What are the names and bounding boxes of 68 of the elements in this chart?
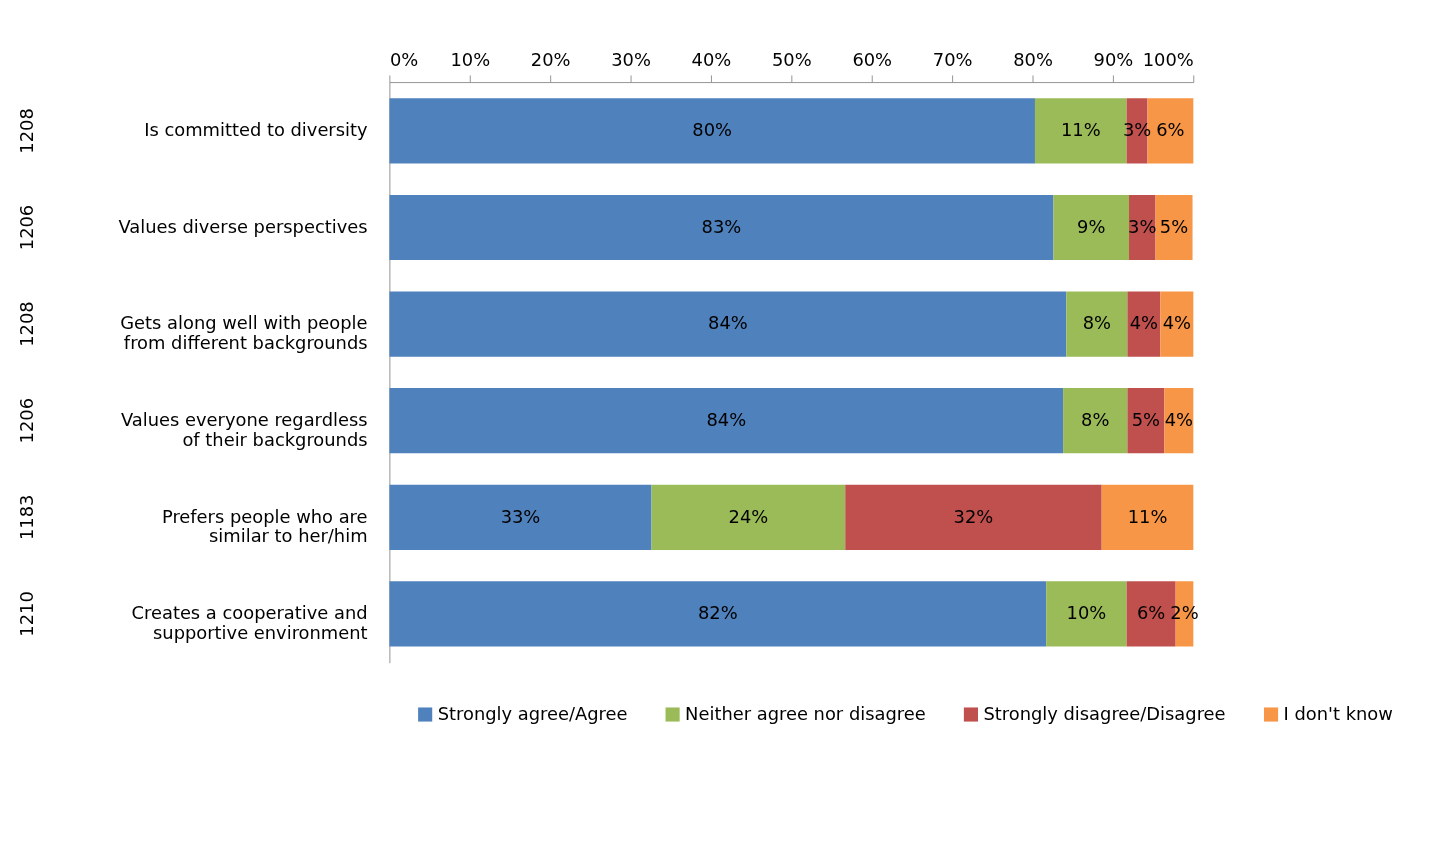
x-tick-label: 40% [691,49,732,71]
data-label: 82% [697,602,738,624]
x-tick-label: 10% [450,49,491,71]
y-tick-label: Values diverse perspectives [118,215,368,237]
text: 1206 [16,204,38,251]
data-label: 8% [1081,409,1110,431]
bar [389,98,1035,164]
bar [1155,194,1193,261]
legend-label: I don't know [1283,702,1393,724]
bar [389,388,1064,454]
x-tick-label: 100% [1142,49,1194,71]
data-label: 10% [1066,602,1107,624]
x-tick-label: 50% [771,49,812,71]
data-label: 6% [1136,602,1166,624]
bar [1127,388,1165,454]
data-label: 83% [701,215,742,237]
bar [389,484,652,550]
y-tick-label: Is committed to diversity [144,119,368,141]
data-label: 4% [1164,409,1194,431]
data-label: 11% [1127,505,1168,527]
y-tick-label: Gets along well with people from different backgrounds [120,312,368,354]
data-label: 11% [1060,119,1101,141]
x-tick-label: 60% [852,49,893,71]
bar [651,484,846,550]
bar [1129,194,1156,261]
bar [1063,388,1128,454]
data-label: 80% [692,119,733,141]
text: 1206 [16,397,38,444]
bar [1101,484,1194,550]
bar [1127,291,1161,357]
x-tick-label: 20% [530,49,571,71]
x-tick-label: 30% [611,49,651,71]
data-label: 4% [1162,312,1192,334]
bar [389,194,1054,261]
bar [389,581,1047,647]
y-tick-label: Creates a cooperative and supportive environment [131,602,368,643]
y-tick-label: Prefers people who are similar to her/him [161,505,368,547]
data-label: 3% [1128,215,1157,237]
x-tick-label: 80% [1013,49,1053,71]
text: 1210 [16,591,38,637]
x-tick-label: 0% [389,49,419,71]
y-tick-label: Values everyone regardless of their backgrounds [121,409,368,450]
bar [1066,291,1128,357]
text: 1183 [16,494,38,541]
data-label: 9% [1077,215,1106,237]
legend-label: Strongly disagree/Disagree [983,702,1226,724]
data-label: 84% [708,312,748,334]
bar [845,484,1102,550]
bar [1160,291,1194,357]
data-label: 32% [953,505,994,527]
x-tick-label: 70% [932,49,973,71]
data-label: 6% [1156,119,1185,141]
data-label: 4% [1129,312,1159,334]
x-tick-label: 90% [1093,49,1134,71]
legend-label: Strongly agree/Agree [437,702,628,724]
data-label: 8% [1082,312,1112,334]
text: 1208 [16,108,38,154]
bar [1164,388,1194,454]
text: 1208 [16,301,38,347]
bar [1053,194,1130,261]
data-label: 84% [706,409,747,431]
data-label: 5% [1159,215,1189,237]
data-label: 33% [500,505,541,527]
legend-label: Neither agree nor disagree [685,702,926,724]
data-label: 24% [728,505,769,527]
bar [1046,581,1127,647]
data-label: 5% [1131,409,1161,431]
bar [389,291,1067,357]
